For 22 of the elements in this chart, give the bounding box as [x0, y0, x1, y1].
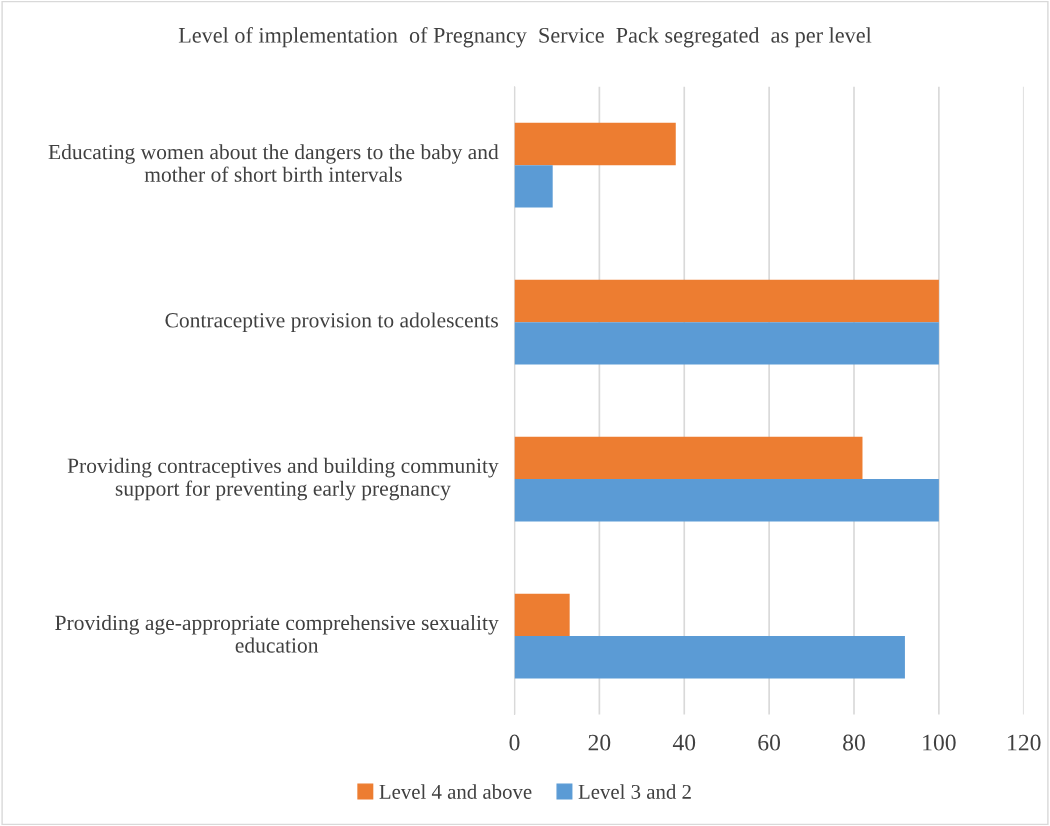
x-tick-label: 0	[509, 734, 520, 751]
legend-label: Level 3 and 2	[578, 784, 691, 799]
bar	[514, 593, 570, 637]
bar	[514, 279, 939, 323]
x-tick-label: 60	[758, 734, 781, 751]
bar	[514, 322, 939, 365]
bar	[514, 122, 676, 166]
x-tick-label: 120	[1008, 734, 1041, 751]
x-tick-label: 40	[672, 734, 696, 751]
bar	[514, 636, 905, 679]
y-tick-label: Educating women about the dangers to the baby and mother of short birth intervals	[48, 144, 499, 182]
bar	[514, 436, 863, 480]
x-tick-label: 100	[923, 734, 956, 751]
bar	[514, 165, 553, 208]
bar	[514, 479, 939, 522]
x-tick-label: 20	[588, 734, 611, 751]
x-tick-label: 80	[843, 734, 865, 751]
y-tick-label: Providing age-appropriate comprehensive sexuality education	[55, 614, 499, 653]
legend-label: Level 4 and above	[379, 784, 532, 799]
y-tick-label: Contraceptive provision to adolescents	[165, 312, 498, 332]
chart-title: Level of implementation of Pregnancy Service Pack segregated as per level	[178, 26, 872, 48]
y-tick-label: Providing contraceptives and building community support for preventing early pregnancy	[67, 457, 499, 501]
